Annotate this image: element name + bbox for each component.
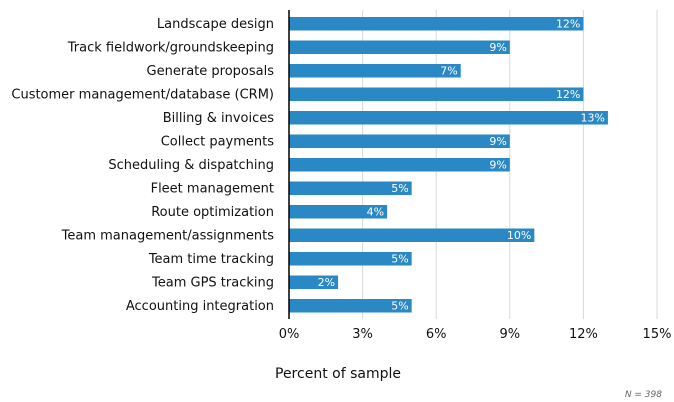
- data-label: 5%: [391, 182, 408, 195]
- category-label: Team management/assignments: [61, 229, 275, 244]
- bar: [289, 40, 510, 54]
- bar: [289, 299, 412, 313]
- x-tick-label: 6%: [426, 327, 447, 342]
- x-tick-label: 9%: [499, 327, 520, 342]
- bar: [289, 17, 584, 31]
- data-label: 13%: [580, 112, 604, 125]
- bar: [289, 275, 339, 289]
- category-label: Team time tracking: [148, 252, 274, 267]
- bar: [289, 134, 510, 148]
- sample-size-note: N = 398: [625, 390, 662, 400]
- bar: [289, 158, 510, 172]
- data-label: 9%: [489, 159, 506, 172]
- x-tick-label: 12%: [569, 327, 598, 342]
- data-label: 9%: [489, 41, 506, 54]
- bar: [289, 181, 412, 195]
- data-label: 7%: [440, 65, 457, 78]
- x-tick-label: 15%: [643, 327, 672, 342]
- bar: [289, 111, 608, 125]
- category-label: Landscape design: [157, 17, 274, 32]
- category-label: Customer management/database (CRM): [11, 88, 274, 103]
- category-label: Fleet management: [151, 182, 274, 197]
- category-label: Team GPS tracking: [151, 276, 274, 291]
- bar: [289, 228, 535, 242]
- data-label: 10%: [507, 229, 531, 242]
- data-label: 2%: [318, 276, 335, 289]
- data-label: 5%: [391, 300, 408, 313]
- category-label: Scheduling & dispatching: [108, 158, 274, 173]
- data-label: 12%: [556, 18, 580, 31]
- data-label: 5%: [391, 253, 408, 266]
- category-label: Billing & invoices: [163, 111, 275, 126]
- category-label: Generate proposals: [147, 64, 275, 79]
- data-label: 4%: [367, 206, 384, 219]
- category-label: Accounting integration: [126, 299, 274, 314]
- x-tick-label: 3%: [352, 327, 373, 342]
- data-label: 9%: [489, 135, 506, 148]
- category-label: Route optimization: [151, 205, 274, 220]
- bar: [289, 205, 388, 219]
- bar: [289, 87, 584, 101]
- x-tick-label: 0%: [279, 327, 300, 342]
- category-label: Collect payments: [161, 135, 275, 150]
- bar: [289, 64, 461, 78]
- data-label: 12%: [556, 88, 580, 101]
- x-axis-label: Percent of sample: [275, 366, 401, 382]
- category-label: Track fieldwork/groundskeeping: [67, 41, 274, 56]
- bar: [289, 252, 412, 266]
